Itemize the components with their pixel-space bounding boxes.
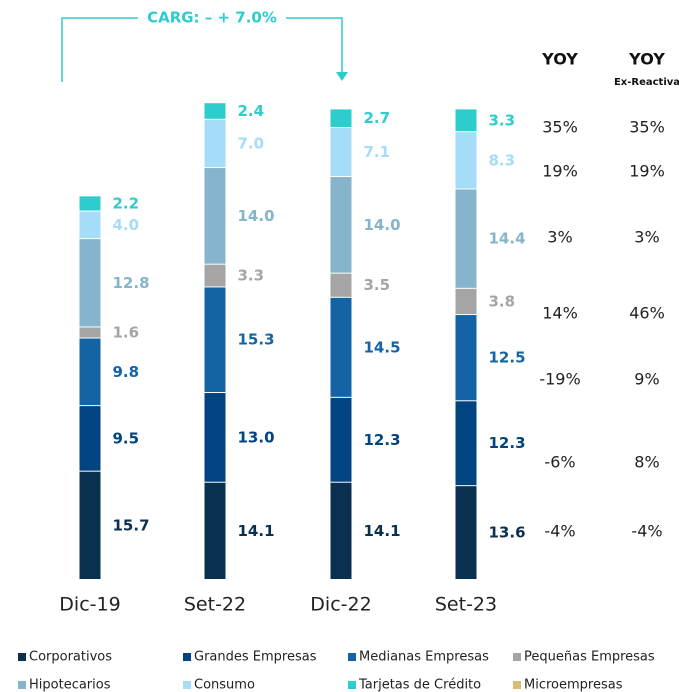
value-label: 12.5 bbox=[489, 349, 526, 367]
bar-segment bbox=[330, 397, 352, 482]
x-tick-label: Dic-19 bbox=[59, 594, 120, 616]
bar-segment bbox=[330, 297, 352, 397]
value-label: 9.8 bbox=[113, 363, 140, 381]
yoy-value: 3% bbox=[634, 228, 659, 247]
x-tick-label: Set-23 bbox=[435, 594, 497, 616]
bar-segment bbox=[79, 211, 101, 239]
bar-segment bbox=[79, 406, 101, 471]
yoy-value: -6% bbox=[544, 453, 575, 472]
yoy-value: 46% bbox=[629, 304, 665, 323]
bar-segment bbox=[330, 482, 352, 579]
bar-segment bbox=[204, 482, 226, 579]
bar-segment bbox=[455, 315, 477, 401]
bar-segment bbox=[455, 401, 477, 486]
legend-marker bbox=[348, 681, 356, 689]
bar-segment bbox=[204, 119, 226, 168]
bar-segment bbox=[455, 189, 477, 288]
legend-label: Medianas Empresas bbox=[359, 650, 489, 665]
bar-segment bbox=[79, 471, 101, 579]
cagr-bracket bbox=[61, 17, 343, 82]
yoy-value: 8% bbox=[634, 453, 659, 472]
x-tick-label: Dic-22 bbox=[310, 594, 371, 616]
yoy-header: YOY bbox=[628, 50, 665, 69]
value-label: 15.7 bbox=[113, 516, 150, 534]
arrow-head bbox=[336, 72, 348, 81]
value-label: 4.0 bbox=[113, 216, 140, 234]
yoy-value: 3% bbox=[547, 228, 572, 247]
value-label: 7.0 bbox=[238, 134, 265, 152]
legend-label: Hipotecarios bbox=[29, 678, 111, 692]
value-label: 12.8 bbox=[113, 274, 150, 292]
yoy-subheader: Ex-Reactiva bbox=[614, 77, 679, 88]
value-label: 3.8 bbox=[489, 292, 516, 310]
legend-label: Grandes Empresas bbox=[194, 650, 317, 665]
bar-segment bbox=[455, 109, 477, 132]
legend-marker bbox=[18, 681, 26, 689]
value-label: 1.6 bbox=[113, 323, 140, 341]
legend-label: Corporativos bbox=[29, 650, 112, 665]
legend-label: Pequeñas Empresas bbox=[524, 650, 655, 665]
bar-segment bbox=[330, 177, 352, 273]
value-label: 7.1 bbox=[364, 143, 391, 161]
yoy-header: YOY bbox=[541, 50, 578, 69]
value-label: 13.6 bbox=[489, 524, 526, 542]
legend-marker bbox=[183, 681, 191, 689]
legend-marker bbox=[18, 653, 26, 661]
value-label: 3.5 bbox=[364, 276, 391, 294]
bar-segment bbox=[204, 168, 226, 264]
yoy-value: -4% bbox=[631, 522, 662, 541]
legend-label: Tarjetas de Crédito bbox=[358, 678, 481, 692]
value-label: 14.0 bbox=[238, 207, 275, 225]
bar-segment bbox=[204, 393, 226, 482]
value-label: 3.3 bbox=[238, 267, 265, 285]
legend-label: Consumo bbox=[194, 678, 255, 692]
value-label: 15.3 bbox=[238, 331, 275, 349]
bar-segment bbox=[79, 338, 101, 406]
value-label: 14.1 bbox=[364, 522, 401, 540]
legend-marker bbox=[513, 681, 521, 689]
bar-segment bbox=[330, 273, 352, 297]
value-label: 12.3 bbox=[489, 434, 526, 452]
value-label: 14.1 bbox=[238, 522, 275, 540]
yoy-value: 35% bbox=[629, 118, 665, 137]
yoy-value: 19% bbox=[629, 162, 665, 181]
legend-marker bbox=[513, 653, 521, 661]
bar-segment bbox=[204, 287, 226, 393]
bar-segment bbox=[79, 239, 101, 327]
annotation: CARG: – + 7.0% bbox=[147, 9, 277, 27]
value-label: 13.0 bbox=[238, 428, 275, 446]
value-label: 9.5 bbox=[113, 429, 140, 447]
value-label: 8.3 bbox=[489, 151, 516, 169]
value-label: 2.7 bbox=[364, 109, 391, 127]
yoy-value: 35% bbox=[542, 118, 578, 137]
yoy-value: -4% bbox=[544, 522, 575, 541]
yoy-value: 19% bbox=[542, 162, 578, 181]
bar-segment bbox=[455, 132, 477, 189]
bracket-left bbox=[61, 17, 138, 82]
value-label: 2.4 bbox=[238, 102, 265, 120]
yoy-value: 9% bbox=[634, 370, 659, 389]
bar-segment bbox=[204, 103, 226, 119]
value-label: 14.0 bbox=[364, 216, 401, 234]
bracket-right bbox=[286, 17, 343, 72]
bar-segment bbox=[79, 327, 101, 338]
bar-segment bbox=[204, 264, 226, 287]
bar-segment bbox=[455, 486, 477, 579]
yoy-value: -19% bbox=[539, 370, 580, 389]
legend-label: Microempresas bbox=[524, 678, 623, 692]
value-label: 3.3 bbox=[489, 111, 516, 129]
value-label: 2.2 bbox=[113, 194, 140, 212]
value-label: 12.3 bbox=[364, 431, 401, 449]
legend-marker bbox=[183, 653, 191, 661]
bar-segment bbox=[455, 288, 477, 315]
value-label: 14.5 bbox=[364, 338, 401, 356]
bar-segment bbox=[79, 196, 101, 211]
bar-segment bbox=[330, 109, 352, 128]
yoy-value: 14% bbox=[542, 304, 578, 323]
bar-segment bbox=[330, 128, 352, 177]
legend-marker bbox=[348, 653, 356, 661]
x-tick-label: Set-22 bbox=[184, 594, 246, 616]
value-label: 14.4 bbox=[489, 230, 526, 248]
